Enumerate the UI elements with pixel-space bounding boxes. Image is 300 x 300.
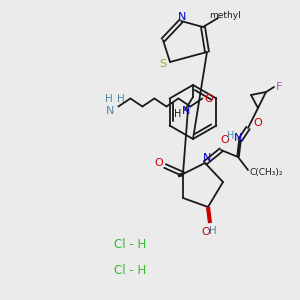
Text: H: H: [104, 94, 112, 104]
Text: Cl - H: Cl - H: [114, 263, 146, 277]
Text: O: O: [254, 118, 262, 128]
Text: N: N: [106, 106, 115, 116]
Text: H: H: [116, 94, 124, 104]
Text: N: N: [203, 153, 211, 163]
Text: N: N: [182, 106, 190, 116]
Text: O: O: [154, 158, 164, 168]
Text: N: N: [178, 12, 186, 22]
Text: H: H: [174, 109, 182, 119]
Text: O: O: [204, 94, 213, 104]
Text: C(CH₃)₂: C(CH₃)₂: [249, 167, 283, 176]
Text: H: H: [227, 131, 235, 141]
Text: F: F: [276, 82, 282, 92]
Text: Cl - H: Cl - H: [114, 238, 146, 251]
Text: O: O: [220, 135, 230, 145]
Text: S: S: [159, 59, 167, 69]
Text: O: O: [202, 227, 210, 237]
Text: N: N: [234, 133, 242, 143]
Text: methyl: methyl: [209, 11, 241, 20]
Text: H: H: [209, 226, 217, 236]
